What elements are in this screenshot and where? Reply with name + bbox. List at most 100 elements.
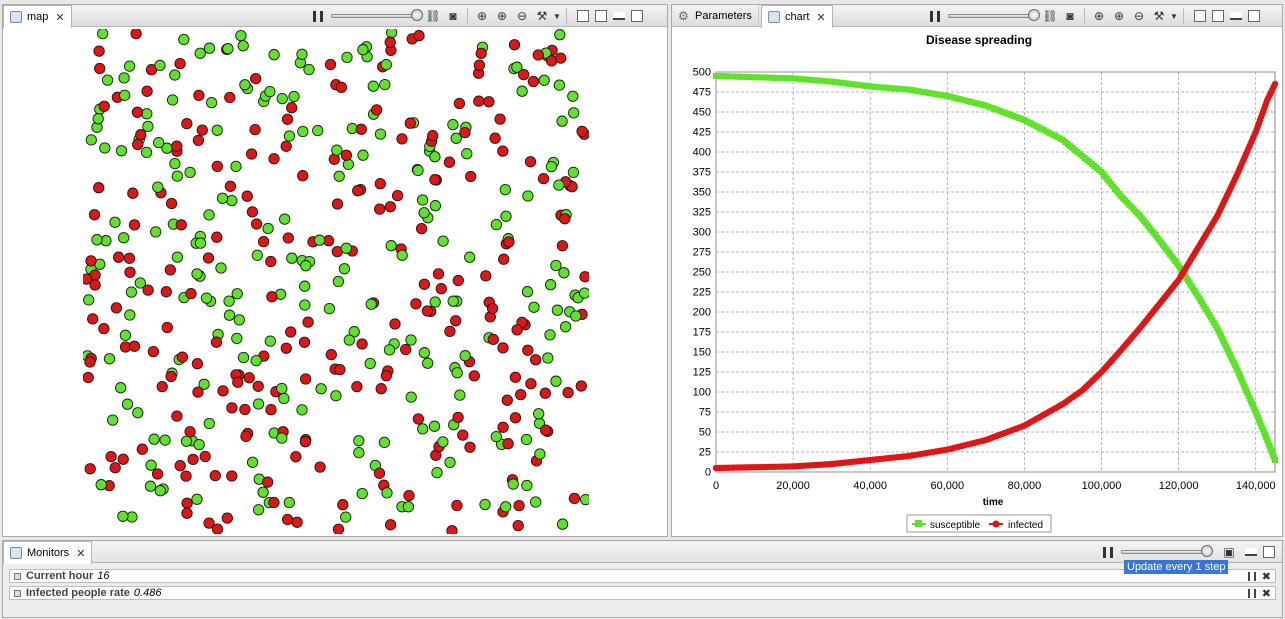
agent-infected[interactable]	[374, 203, 386, 215]
agent-infected[interactable]	[473, 59, 486, 71]
agent-infected[interactable]	[232, 376, 244, 388]
agent-infected[interactable]	[110, 302, 123, 314]
agent-susceptible[interactable]	[124, 309, 136, 321]
agent-infected[interactable]	[356, 338, 368, 350]
agent-infected[interactable]	[337, 499, 349, 511]
agent-susceptible[interactable]	[95, 479, 107, 491]
agent-susceptible[interactable]	[417, 423, 429, 435]
agent-susceptible[interactable]	[299, 280, 311, 292]
agent-susceptible[interactable]	[286, 252, 298, 264]
agent-susceptible[interactable]	[383, 344, 396, 356]
agent-infected[interactable]	[459, 126, 471, 139]
split-icon[interactable]	[1194, 10, 1206, 22]
agent-infected[interactable]	[184, 426, 196, 438]
agent-susceptible[interactable]	[381, 487, 393, 499]
agent-infected[interactable]	[412, 413, 425, 425]
agent-infected[interactable]	[400, 343, 412, 356]
tools-icon[interactable]: ⚒	[536, 9, 548, 23]
agent-infected[interactable]	[334, 363, 346, 376]
agent-infected[interactable]	[374, 178, 386, 190]
agent-susceptible[interactable]	[299, 299, 311, 311]
agent-infected[interactable]	[268, 153, 280, 165]
agent-infected[interactable]	[465, 170, 477, 183]
agent-susceptible[interactable]	[203, 42, 216, 54]
agent-infected[interactable]	[250, 72, 262, 85]
agent-infected[interactable]	[211, 231, 223, 243]
agent-susceptible[interactable]	[380, 58, 392, 71]
agent-susceptible[interactable]	[109, 216, 121, 228]
agent-infected[interactable]	[403, 489, 415, 502]
agent-infected[interactable]	[176, 351, 189, 363]
agent-susceptible[interactable]	[99, 142, 111, 154]
agent-susceptible[interactable]	[330, 390, 342, 402]
agent-infected[interactable]	[128, 219, 141, 231]
agent-susceptible[interactable]	[103, 353, 116, 365]
close-icon[interactable]: ✕	[76, 547, 86, 560]
agent-infected[interactable]	[475, 47, 487, 60]
agent-susceptible[interactable]	[171, 251, 184, 263]
agent-infected[interactable]	[331, 198, 344, 210]
agent-infected[interactable]	[196, 124, 208, 136]
agent-infected[interactable]	[568, 492, 581, 505]
agent-susceptible[interactable]	[323, 302, 336, 315]
minimize-icon[interactable]	[613, 12, 625, 20]
agent-infected[interactable]	[175, 219, 187, 231]
agent-infected[interactable]	[132, 138, 144, 151]
agent-susceptible[interactable]	[231, 288, 243, 300]
agent-infected[interactable]	[174, 460, 186, 472]
agent-infected[interactable]	[160, 286, 172, 298]
agent-infected[interactable]	[529, 354, 542, 366]
agent-infected[interactable]	[262, 476, 274, 488]
agent-susceptible[interactable]	[405, 334, 417, 346]
agent-infected[interactable]	[418, 278, 431, 290]
agent-susceptible[interactable]	[296, 404, 308, 416]
agent-susceptible[interactable]	[233, 314, 245, 326]
agent-susceptible[interactable]	[239, 79, 251, 91]
agent-susceptible[interactable]	[422, 357, 434, 369]
agent-infected[interactable]	[335, 81, 348, 94]
agent-infected[interactable]	[512, 519, 524, 532]
zoom-in-icon[interactable]: ⊕	[496, 9, 508, 23]
agent-infected[interactable]	[290, 451, 302, 463]
agent-susceptible[interactable]	[544, 329, 556, 341]
chevron-down-icon[interactable]: ▼	[553, 11, 561, 21]
agent-susceptible[interactable]	[538, 74, 550, 86]
agent-infected[interactable]	[83, 273, 93, 285]
agent-susceptible[interactable]	[118, 232, 130, 244]
agent-infected[interactable]	[351, 380, 363, 393]
agent-susceptible[interactable]	[226, 194, 238, 207]
agent-susceptible[interactable]	[444, 456, 456, 469]
agent-infected[interactable]	[380, 370, 392, 382]
agent-susceptible[interactable]	[257, 486, 269, 498]
agent-infected[interactable]	[371, 104, 383, 116]
agent-susceptible[interactable]	[365, 298, 377, 310]
agent-susceptible[interactable]	[144, 480, 157, 492]
agent-infected[interactable]	[94, 62, 106, 75]
agent-susceptible[interactable]	[567, 166, 580, 179]
zoom-in-icon[interactable]: ⊕	[1113, 9, 1125, 23]
pause-icon[interactable]	[1103, 546, 1113, 558]
agent-infected[interactable]	[98, 322, 110, 335]
agent-infected[interactable]	[483, 96, 495, 108]
agent-susceptible[interactable]	[125, 286, 138, 298]
agent-infected[interactable]	[421, 305, 434, 317]
agent-infected[interactable]	[280, 140, 292, 152]
agent-susceptible[interactable]	[428, 420, 441, 432]
agent-infected[interactable]	[128, 340, 141, 352]
agent-susceptible[interactable]	[180, 435, 193, 447]
agent-infected[interactable]	[384, 201, 397, 213]
speed-slider[interactable]	[948, 9, 1040, 21]
agent-susceptible[interactable]	[554, 29, 566, 41]
agent-infected[interactable]	[89, 279, 101, 291]
agent-susceptible[interactable]	[447, 118, 459, 131]
agent-infected[interactable]	[161, 321, 173, 334]
agent-susceptible[interactable]	[500, 210, 512, 222]
agent-infected[interactable]	[211, 160, 223, 173]
agent-susceptible[interactable]	[250, 354, 262, 367]
agent-susceptible[interactable]	[500, 501, 512, 513]
agent-susceptible[interactable]	[579, 493, 589, 506]
agent-susceptible[interactable]	[520, 433, 533, 446]
agent-susceptible[interactable]	[300, 260, 312, 272]
camera-icon[interactable]: ◙	[1066, 9, 1074, 23]
agent-infected[interactable]	[537, 172, 550, 185]
